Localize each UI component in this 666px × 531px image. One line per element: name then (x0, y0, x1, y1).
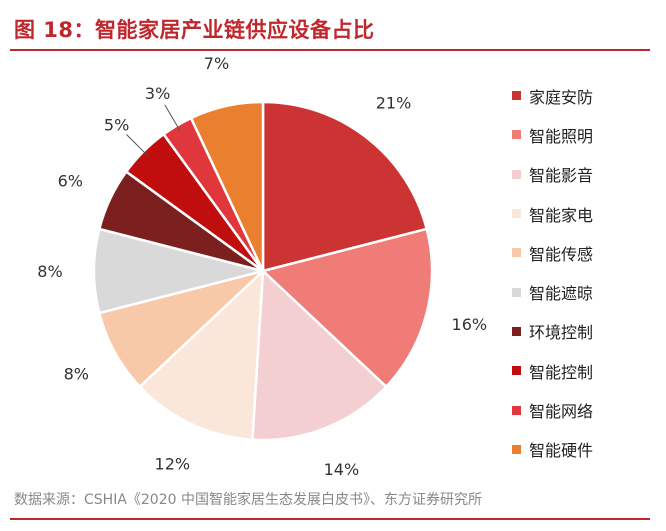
legend-item-智能网络: 智能网络 (512, 390, 593, 429)
legend-swatch (512, 209, 521, 219)
legend-item-智能家电: 智能家电 (512, 194, 593, 233)
legend: 家庭安防智能照明智能影音智能家电智能传感智能遮晾环境控制智能控制智能网络智能硬件 (512, 76, 593, 469)
data-label-环境控制: 6% (58, 171, 83, 190)
legend-swatch (512, 405, 521, 415)
legend-label: 智能影音 (529, 166, 594, 186)
title-divider (10, 49, 650, 51)
legend-label: 智能遮晾 (529, 284, 594, 304)
data-label-智能影音: 14% (324, 460, 360, 475)
source-note: 数据来源：CSHIA《2020 中国智能家居生态发展白皮书》、东方证券研究所 (14, 492, 482, 508)
legend-swatch (512, 287, 521, 297)
pie-slice-智能硬件 (189, 100, 265, 272)
legend-item-智能影音: 智能影音 (512, 155, 593, 194)
legend-swatch (512, 326, 521, 336)
legend-label: 智能家电 (529, 205, 594, 225)
leader-line-智能网络 (164, 104, 181, 131)
legend-swatch (512, 169, 521, 179)
legend-swatch (512, 444, 521, 454)
legend-item-家庭安防: 家庭安防 (512, 76, 593, 115)
legend-label: 智能照明 (529, 126, 594, 146)
data-label-家庭安防: 21% (376, 94, 412, 113)
data-label-智能家电: 12% (155, 455, 191, 474)
legend-item-智能硬件: 智能硬件 (512, 430, 593, 469)
pie-slice-家庭安防 (261, 100, 429, 273)
legend-label: 环境控制 (529, 323, 594, 343)
legend-label: 智能网络 (529, 402, 594, 422)
data-label-智能照明: 16% (452, 315, 488, 334)
pie-slice-智能家电 (138, 267, 265, 441)
legend-swatch (512, 366, 521, 376)
leader-line-智能控制 (126, 134, 149, 157)
legend-label: 智能传感 (529, 244, 594, 264)
legend-label: 智能硬件 (529, 441, 594, 461)
legend-item-环境控制: 环境控制 (512, 312, 593, 351)
legend-swatch (512, 91, 521, 101)
data-label-智能传感: 8% (64, 365, 89, 384)
legend-item-智能照明: 智能照明 (512, 115, 593, 154)
bottom-divider (10, 518, 650, 520)
legend-item-智能控制: 智能控制 (512, 351, 593, 390)
pie-chart: 21% 16% 14% 12% 8% 8% 6% 5% 3% 7% (37, 55, 488, 475)
data-label-智能控制: 5% (104, 116, 129, 135)
legend-label: 家庭安防 (529, 87, 594, 107)
pie-slice-智能影音 (251, 268, 388, 442)
data-label-智能网络: 3% (145, 84, 170, 103)
data-label-智能硬件: 7% (204, 55, 229, 73)
pie-slice-智能照明 (260, 227, 434, 389)
legend-item-智能遮晾: 智能遮晾 (512, 272, 593, 311)
chart-title: 图 18：智能家居产业链供应设备占比 (14, 18, 375, 42)
legend-item-智能传感: 智能传感 (512, 233, 593, 272)
legend-swatch (512, 248, 521, 258)
legend-label: 智能控制 (529, 362, 594, 382)
data-label-智能遮晾: 8% (37, 262, 62, 281)
legend-swatch (512, 130, 521, 140)
